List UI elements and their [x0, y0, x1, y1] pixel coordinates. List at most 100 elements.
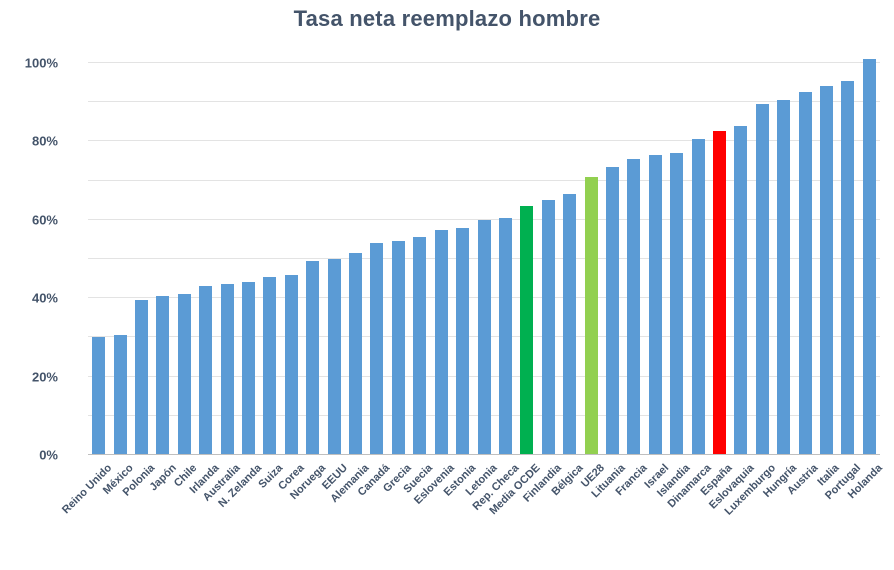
gridline [88, 140, 880, 142]
x-label-slot: Corea [276, 457, 307, 570]
bar-slot [623, 55, 644, 455]
bar [370, 243, 384, 455]
bar-slot [281, 55, 302, 455]
x-label-slot: Holanda [846, 457, 885, 570]
y-tick-label: 0% [39, 447, 58, 463]
y-axis-labels: 0% 20% 40% 60% 80% 100% [0, 55, 80, 462]
bar-slot [452, 55, 473, 455]
bar [584, 176, 598, 455]
x-label-slot: Grecia [381, 457, 414, 570]
bar-slot [345, 55, 366, 455]
bar-slot [559, 55, 580, 455]
bar-slot [409, 55, 430, 455]
gridline [88, 179, 880, 181]
x-label-slot: Italia [816, 457, 842, 570]
bar [177, 294, 191, 455]
bar [413, 237, 427, 455]
bar-slot [195, 55, 216, 455]
bar-slot [816, 55, 837, 455]
bar [284, 274, 298, 455]
y-tick-label: 80% [31, 133, 58, 149]
x-label-slot: Eslovenia [412, 457, 457, 570]
x-label-slot: Australia [201, 457, 243, 570]
bar [605, 166, 619, 455]
bar-slot [366, 55, 387, 455]
x-label-slot: Lituania [590, 457, 628, 570]
gridline [88, 101, 880, 103]
bar [242, 282, 256, 455]
chart-title: Tasa neta reemplazo hombre [293, 6, 601, 31]
bar-slot [645, 55, 666, 455]
bar [498, 217, 512, 455]
bar-slot [388, 55, 409, 455]
x-label-slot: Estonia [442, 457, 479, 570]
bar-slot [580, 55, 601, 455]
bar [841, 80, 855, 455]
bar [670, 153, 684, 455]
bar [712, 131, 726, 455]
bars-row [88, 55, 880, 455]
x-label-slot: Chile [172, 457, 200, 570]
x-label-slot: Reino Unido [60, 457, 114, 570]
bar-slot [88, 55, 109, 455]
x-label-slot: Canadá [356, 457, 393, 570]
bar [434, 229, 448, 455]
x-label-slot: UE28 [579, 457, 607, 570]
bar [92, 337, 106, 455]
bar [755, 104, 769, 455]
bar [520, 205, 534, 455]
bar-slot [302, 55, 323, 455]
x-axis-labels: Reino Unido México Polonia Japón Chile Irland… [60, 457, 885, 570]
bar [691, 139, 705, 455]
x-label-slot: Hungría [761, 457, 799, 570]
bar-slot [666, 55, 687, 455]
bar-slot [473, 55, 494, 455]
x-label-slot: Suiza [257, 457, 286, 570]
plot-area [88, 55, 880, 455]
bar-slot [538, 55, 559, 455]
y-tick-label: 40% [31, 290, 58, 306]
x-label-slot: Luxemburgo [722, 457, 778, 570]
x-label-slot: México [101, 457, 136, 570]
bar [798, 92, 812, 455]
bar [563, 194, 577, 455]
bar-slot [687, 55, 708, 455]
bar-slot [152, 55, 173, 455]
bar [306, 260, 320, 455]
bar [327, 258, 341, 455]
x-label-slot: Media OCDE [487, 457, 542, 570]
bar-slot [323, 55, 344, 455]
bar-slot [216, 55, 237, 455]
bar-slot [431, 55, 452, 455]
x-label-slot: Alemania [328, 457, 371, 570]
x-label-slot: Irlanda [187, 457, 221, 570]
bar-slot [730, 55, 751, 455]
bar-slot [837, 55, 858, 455]
bar [648, 155, 662, 455]
bar [862, 58, 876, 455]
bar-slot [495, 55, 516, 455]
bar [199, 286, 213, 455]
bar [777, 100, 791, 455]
bar [113, 335, 127, 455]
bar-slot [238, 55, 259, 455]
bar-slot [794, 55, 815, 455]
y-tick-label: 60% [31, 212, 58, 228]
bar [734, 125, 748, 455]
bar-slot [752, 55, 773, 455]
x-label-slot: Francia [613, 457, 649, 570]
y-tick-label: 20% [31, 369, 58, 385]
bar [627, 158, 641, 455]
bar [135, 300, 149, 455]
x-label-slot: Finlandia [521, 457, 564, 570]
x-label-slot: Japón [147, 457, 178, 570]
x-label-slot: Dinamarca [665, 457, 713, 570]
x-label-slot: N. Zelanda [216, 457, 264, 570]
bar-slot [174, 55, 195, 455]
bar [156, 296, 170, 455]
bar-slot [859, 55, 880, 455]
x-label-slot: Islandia [655, 457, 692, 570]
x-label-slot: Noruega [288, 457, 328, 570]
bar [820, 86, 834, 455]
